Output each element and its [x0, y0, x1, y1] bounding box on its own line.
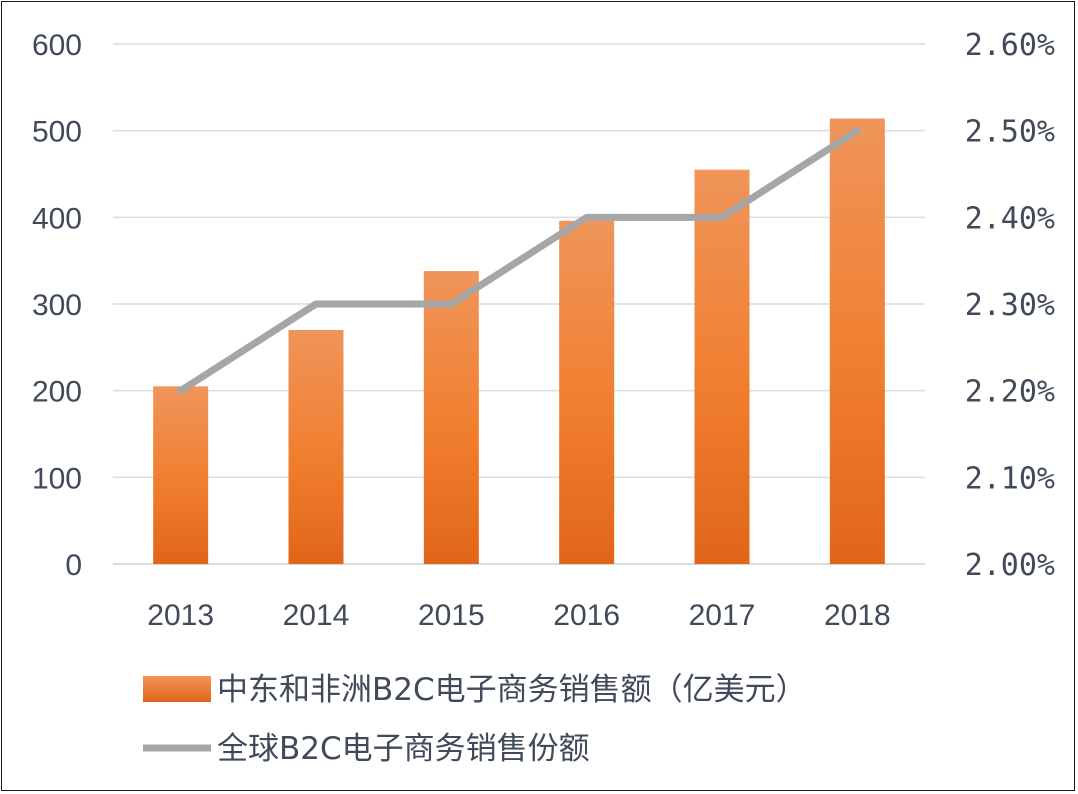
right-tick-label: 2.20% — [965, 375, 1055, 410]
bar-series — [153, 118, 885, 565]
legend-label-bar: 中东和非洲B2C电子商务销售额（亿美元） — [217, 672, 807, 708]
share-line — [177, 127, 861, 395]
x-tick-label: 2015 — [418, 599, 485, 632]
x-tick-label: 2016 — [553, 599, 620, 632]
x-tick-label: 2013 — [147, 599, 214, 632]
bar-2016 — [559, 220, 615, 565]
bar-2018 — [829, 118, 885, 565]
x-tick-label: 2014 — [283, 599, 350, 632]
x-tick-label: 2017 — [689, 599, 756, 632]
left-tick-label: 400 — [32, 202, 82, 235]
legend-swatch-bar — [143, 676, 211, 702]
legend-label-line: 全球B2C电子商务销售份额 — [217, 731, 590, 767]
left-tick-label: 100 — [32, 462, 82, 495]
right-tick-label: 2.50% — [965, 115, 1055, 150]
left-tick-label: 0 — [65, 549, 82, 582]
right-axis: 2.00% 2.10% 2.20% 2.30% 2.40% 2.50% 2.60% — [965, 28, 1055, 583]
right-tick-label: 2.00% — [965, 548, 1055, 583]
x-tick-label: 2018 — [824, 599, 891, 632]
left-tick-label: 600 — [32, 29, 82, 62]
left-axis: 0 100 200 300 400 500 600 — [32, 29, 82, 582]
left-tick-label: 300 — [32, 289, 82, 322]
bar-2013 — [153, 386, 209, 564]
line-series — [177, 127, 861, 395]
right-tick-label: 2.10% — [965, 461, 1055, 496]
x-axis: 2013 2014 2015 2016 2017 2018 — [147, 599, 890, 632]
bar-2017 — [694, 169, 750, 564]
gridlines — [113, 43, 925, 565]
legend: 中东和非洲B2C电子商务销售额（亿美元） 全球B2C电子商务销售份额 — [143, 672, 807, 767]
right-tick-label: 2.30% — [965, 288, 1055, 323]
bar-2014 — [288, 330, 344, 564]
left-tick-label: 200 — [32, 376, 82, 409]
left-tick-label: 500 — [32, 116, 82, 149]
right-tick-label: 2.60% — [965, 28, 1055, 63]
bar-2015 — [423, 271, 479, 564]
right-tick-label: 2.40% — [965, 201, 1055, 236]
